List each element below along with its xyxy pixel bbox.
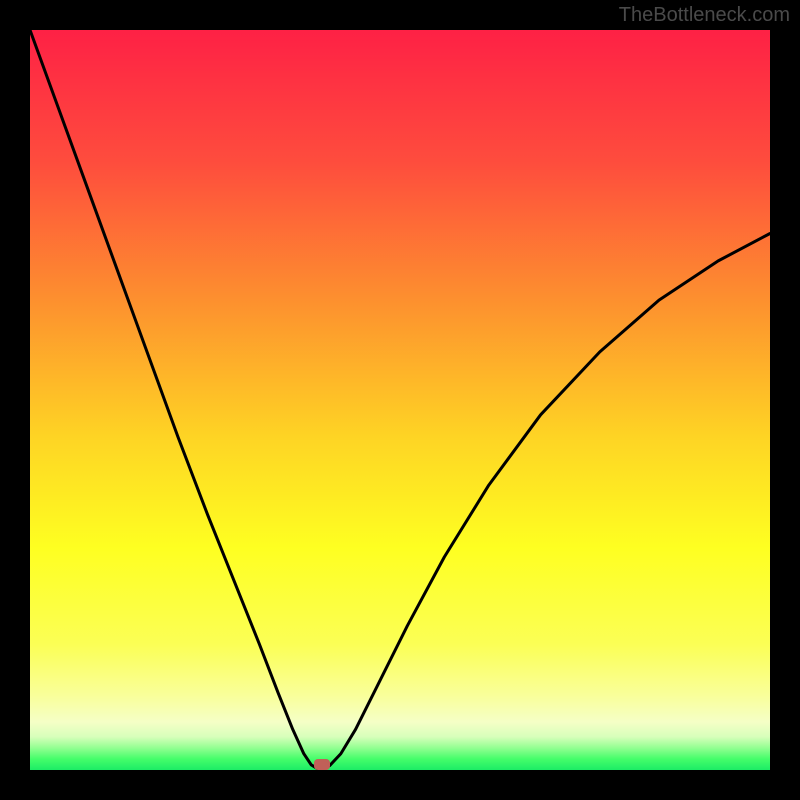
gradient-background <box>30 30 770 770</box>
watermark: TheBottleneck.com <box>619 4 790 27</box>
bottleneck-curve <box>30 30 770 770</box>
optimum-marker <box>314 759 330 770</box>
plot-area <box>30 30 770 770</box>
